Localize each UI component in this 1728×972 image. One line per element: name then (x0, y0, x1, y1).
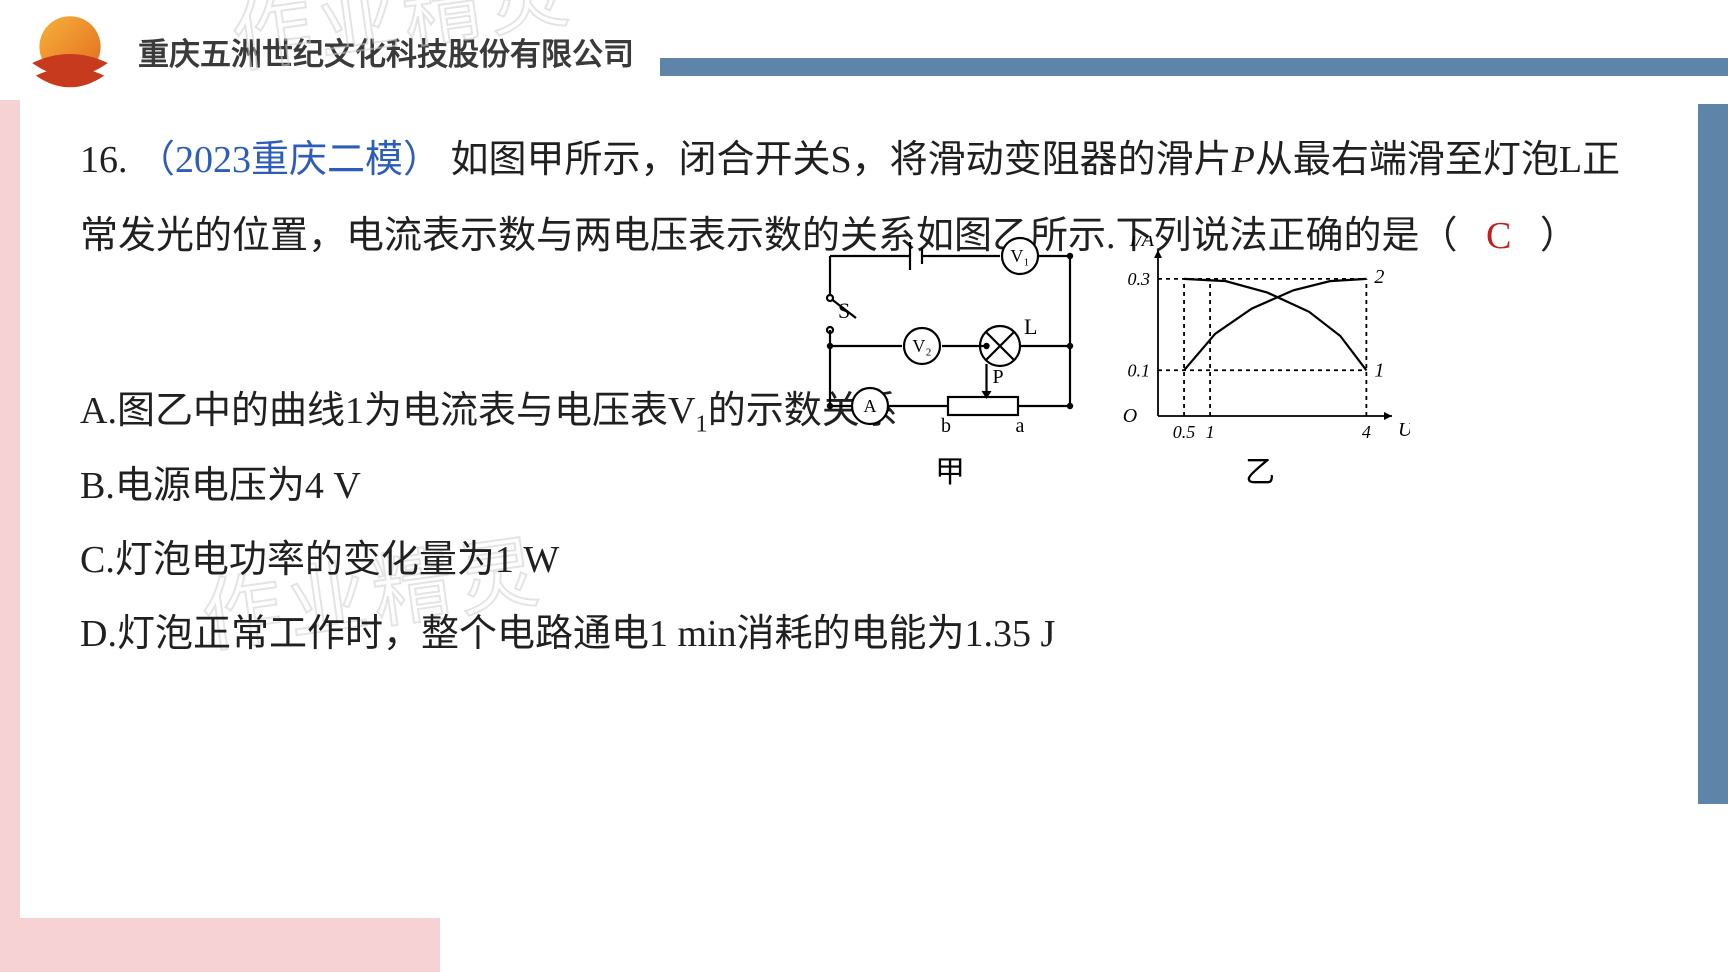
option-C: C.灯泡电功率的变化量为1 W (80, 523, 1640, 597)
company-logo (20, 9, 120, 99)
side-accent-right (1698, 104, 1728, 804)
svg-text:P: P (993, 366, 1004, 388)
q-source: （2023重庆二模） (137, 139, 441, 181)
figure-circuit: V₁SAPbaV₂L 甲 (810, 236, 1090, 476)
svg-text:b: b (941, 415, 951, 437)
figure-graph-caption: 乙 (1110, 447, 1410, 491)
option-D: D.灯泡正常工作时，整个电路通电1 min消耗的电能为1.35 J (80, 597, 1640, 671)
svg-text:0.3: 0.3 (1128, 269, 1151, 289)
svg-text:0.1: 0.1 (1128, 360, 1151, 380)
svg-text:U/V: U/V (1398, 419, 1410, 441)
company-name: 重庆五洲世纪文化科技股份有限公司 (138, 29, 634, 74)
svg-text:1: 1 (1206, 422, 1215, 442)
svg-text:4: 4 (1362, 422, 1371, 442)
bottom-accent (0, 918, 440, 972)
svg-text:V₁: V₁ (1010, 246, 1029, 266)
svg-text:0.5: 0.5 (1173, 422, 1196, 442)
header-rule (660, 58, 1728, 76)
slide-header: 重庆五洲世纪文化科技股份有限公司 (0, 18, 1728, 90)
svg-text:O: O (1123, 405, 1137, 427)
side-accent-left (0, 100, 20, 942)
q-var-P: P (1232, 139, 1255, 181)
svg-text:L: L (1024, 314, 1037, 339)
figures-row: V₁SAPbaV₂L 甲 OU/VI/A0.10.30.51421 乙 (810, 236, 1670, 476)
q-number: 16. (80, 139, 128, 181)
q-stem1: 如图甲所示，闭合开关S，将滑动变阻器的滑片 (451, 139, 1232, 181)
svg-text:I/A: I/A (1129, 236, 1155, 251)
svg-text:1: 1 (1374, 359, 1384, 381)
svg-text:a: a (1016, 415, 1025, 437)
svg-text:S: S (838, 298, 850, 323)
svg-text:V₂: V₂ (912, 336, 931, 356)
svg-text:2: 2 (1374, 266, 1384, 288)
figure-graph: OU/VI/A0.10.30.51421 乙 (1110, 236, 1410, 476)
svg-text:A: A (864, 396, 877, 416)
figure-circuit-caption: 甲 (810, 447, 1090, 491)
